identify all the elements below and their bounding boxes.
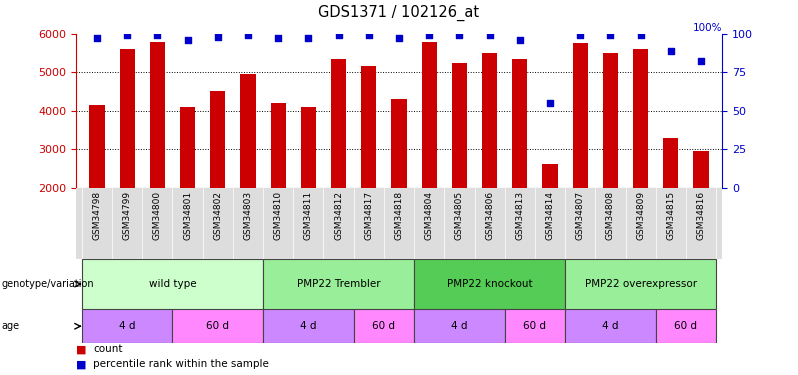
- Text: GSM34803: GSM34803: [243, 191, 252, 240]
- Point: [302, 35, 314, 41]
- Bar: [301, 107, 316, 188]
- Point: [242, 32, 255, 38]
- Text: GSM34817: GSM34817: [365, 191, 373, 240]
- Bar: [693, 151, 709, 188]
- Bar: [414, 309, 504, 343]
- Point: [513, 37, 526, 43]
- Bar: [240, 74, 255, 188]
- Bar: [89, 105, 105, 188]
- Text: genotype/variation: genotype/variation: [2, 279, 94, 289]
- Text: age: age: [2, 321, 20, 331]
- Text: PMP22 knockout: PMP22 knockout: [447, 279, 532, 289]
- Bar: [210, 92, 225, 188]
- Text: GSM34818: GSM34818: [394, 191, 404, 240]
- Text: GSM34807: GSM34807: [575, 191, 585, 240]
- Text: GSM34802: GSM34802: [213, 191, 223, 240]
- Point: [181, 37, 194, 43]
- Text: count: count: [93, 344, 123, 354]
- Bar: [565, 259, 716, 309]
- Point: [453, 32, 466, 38]
- Point: [90, 35, 103, 41]
- Point: [423, 32, 436, 38]
- Text: percentile rank within the sample: percentile rank within the sample: [93, 359, 269, 369]
- Bar: [82, 309, 172, 343]
- Point: [332, 32, 345, 38]
- Bar: [512, 59, 527, 188]
- Bar: [602, 53, 618, 188]
- Text: GSM34804: GSM34804: [425, 191, 433, 240]
- Bar: [263, 259, 414, 309]
- Bar: [633, 49, 648, 188]
- Bar: [482, 53, 497, 188]
- Text: GSM34806: GSM34806: [485, 191, 494, 240]
- Text: GDS1371 / 102126_at: GDS1371 / 102126_at: [318, 4, 480, 21]
- Point: [574, 32, 587, 38]
- Text: 100%: 100%: [693, 23, 722, 33]
- Text: 4 d: 4 d: [300, 321, 317, 331]
- Bar: [573, 44, 588, 188]
- Bar: [663, 138, 678, 188]
- Bar: [271, 103, 286, 188]
- Bar: [331, 59, 346, 188]
- Point: [151, 32, 164, 38]
- Bar: [172, 309, 263, 343]
- Text: PMP22 overexpressor: PMP22 overexpressor: [585, 279, 697, 289]
- Text: GSM34800: GSM34800: [153, 191, 162, 240]
- Bar: [82, 259, 263, 309]
- Text: GSM34799: GSM34799: [123, 191, 132, 240]
- Bar: [263, 309, 354, 343]
- Bar: [414, 259, 565, 309]
- Point: [665, 48, 678, 54]
- Text: GSM34805: GSM34805: [455, 191, 464, 240]
- Text: wild type: wild type: [148, 279, 196, 289]
- Text: GSM34811: GSM34811: [304, 191, 313, 240]
- Text: 4 d: 4 d: [451, 321, 468, 331]
- Bar: [354, 309, 414, 343]
- Bar: [543, 164, 558, 188]
- Bar: [150, 42, 165, 188]
- Point: [484, 32, 496, 38]
- Bar: [452, 63, 467, 188]
- Bar: [421, 42, 437, 188]
- Point: [120, 32, 133, 38]
- Point: [604, 32, 617, 38]
- Point: [211, 34, 224, 40]
- Text: GSM34816: GSM34816: [697, 191, 705, 240]
- Bar: [392, 99, 406, 188]
- Point: [272, 35, 285, 41]
- Text: GSM34810: GSM34810: [274, 191, 282, 240]
- Text: GSM34801: GSM34801: [183, 191, 192, 240]
- Text: 4 d: 4 d: [602, 321, 618, 331]
- Bar: [180, 107, 196, 188]
- Text: GSM34808: GSM34808: [606, 191, 615, 240]
- Text: GSM34812: GSM34812: [334, 191, 343, 240]
- Text: PMP22 Trembler: PMP22 Trembler: [297, 279, 381, 289]
- Point: [393, 35, 405, 41]
- Bar: [656, 309, 716, 343]
- Point: [634, 32, 647, 38]
- Text: 4 d: 4 d: [119, 321, 136, 331]
- Text: 60 d: 60 d: [373, 321, 395, 331]
- Text: GSM34815: GSM34815: [666, 191, 675, 240]
- Text: 60 d: 60 d: [523, 321, 547, 331]
- Point: [695, 58, 708, 64]
- Bar: [504, 309, 565, 343]
- Text: GSM34813: GSM34813: [516, 191, 524, 240]
- Bar: [565, 309, 656, 343]
- Text: ■: ■: [76, 344, 86, 354]
- Point: [362, 32, 375, 38]
- Text: GSM34814: GSM34814: [546, 191, 555, 240]
- Text: 60 d: 60 d: [206, 321, 229, 331]
- Text: 60 d: 60 d: [674, 321, 697, 331]
- Bar: [361, 66, 377, 188]
- Text: ■: ■: [76, 359, 86, 369]
- Text: GSM34798: GSM34798: [93, 191, 101, 240]
- Point: [543, 100, 556, 106]
- Bar: [120, 49, 135, 188]
- Text: GSM34809: GSM34809: [636, 191, 645, 240]
